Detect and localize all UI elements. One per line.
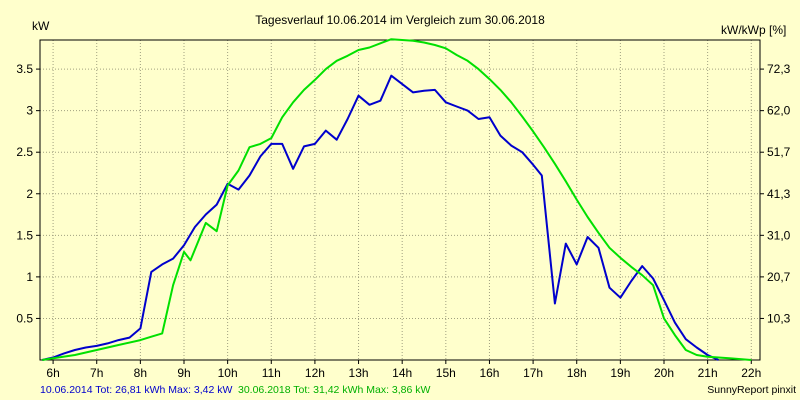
y-right-tick-label: 72,3 bbox=[767, 62, 791, 76]
x-tick-label: 21h bbox=[698, 366, 718, 380]
series-line-2014 bbox=[41, 74, 719, 361]
x-tick-label: 15h bbox=[436, 366, 456, 380]
x-tick-label: 19h bbox=[610, 366, 630, 380]
chart-title: Tagesverlauf 10.06.2014 im Vergleich zum… bbox=[255, 13, 545, 27]
y-left-tick-label: 3.5 bbox=[16, 62, 33, 76]
plot-frame bbox=[39, 39, 761, 361]
y-right-axis-label: kW/kWp [%] bbox=[721, 23, 786, 37]
y-left-tick-label: 1.5 bbox=[16, 228, 33, 242]
series-layer bbox=[41, 38, 752, 361]
grid-layer bbox=[40, 40, 760, 360]
y-right-tick-label: 10,3 bbox=[767, 311, 791, 325]
x-tick-label: 10h bbox=[218, 366, 238, 380]
y-left-axis-label: kW bbox=[32, 19, 50, 33]
x-tick-label: 9h bbox=[177, 366, 190, 380]
x-tick-label: 18h bbox=[567, 366, 587, 380]
x-tick-label: 20h bbox=[654, 366, 674, 380]
axis-layer: 6h 7h 8h 9h 10h 11h 12h 13h 14h 15h 16h 17h 18h 19h 20… bbox=[16, 39, 791, 380]
x-tick-label: 17h bbox=[523, 366, 543, 380]
series-line-2018 bbox=[42, 38, 752, 361]
y-left-tick-label: 0.5 bbox=[16, 311, 33, 325]
credit-text: SunnyReport pinxit bbox=[707, 384, 796, 396]
x-tick-label: 22h bbox=[741, 366, 761, 380]
legend-series-a: 10.06.2014 Tot: 26,81 kWh Max: 3,42 kW bbox=[40, 384, 233, 396]
x-tick-label: 8h bbox=[134, 366, 147, 380]
y-right-tick-label: 20,7 bbox=[767, 270, 791, 284]
y-right-tick-label: 62,0 bbox=[767, 104, 791, 118]
x-tick-label: 7h bbox=[90, 366, 103, 380]
legend-series-b: 30.06.2018 Tot: 31,42 kWh Max: 3,86 kW bbox=[238, 384, 431, 396]
x-tick-label: 13h bbox=[349, 366, 369, 380]
y-left-tick-label: 1 bbox=[26, 270, 33, 284]
y-left-tick-label: 2 bbox=[26, 187, 33, 201]
y-right-tick-label: 31,0 bbox=[767, 228, 791, 242]
x-tick-label: 16h bbox=[479, 366, 499, 380]
y-left-tick-label: 3 bbox=[26, 104, 33, 118]
x-tick-label: 14h bbox=[392, 366, 412, 380]
x-tick-label: 11h bbox=[262, 366, 281, 380]
y-right-tick-label: 51,7 bbox=[767, 145, 791, 159]
y-right-tick-label: 41,3 bbox=[767, 187, 791, 201]
y-left-tick-label: 2.5 bbox=[16, 145, 33, 159]
x-tick-label: 6h bbox=[46, 366, 59, 380]
x-tick-label: 12h bbox=[305, 366, 325, 380]
